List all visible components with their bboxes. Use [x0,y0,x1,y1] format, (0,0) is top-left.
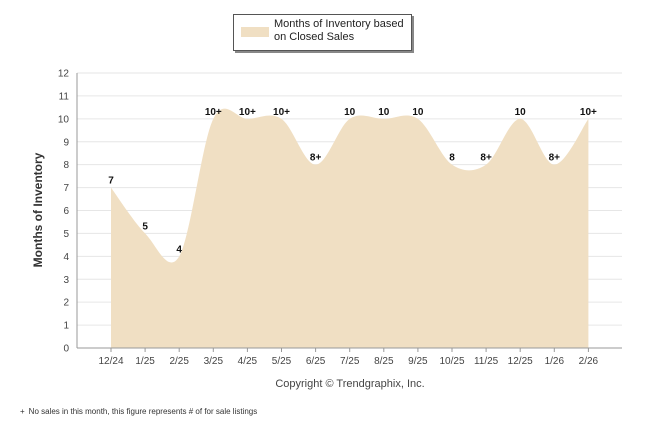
y-tick-label: 3 [63,275,69,286]
x-tick-labels: 12/24 1/25 2/25 3/25 4/25 5/25 6/25 7/25 8/25 9/2… [98,348,599,367]
y-tick-label: 0 [63,344,69,355]
x-tick-label: 4/25 [238,356,258,367]
copyright-text: Copyright © Trendgraphix, Inc. [275,378,424,390]
x-tick-label: 3/25 [204,356,224,367]
footnote-mark: + [20,407,25,416]
x-tick-label: 1/25 [135,356,155,367]
x-tick-label: 12/24 [98,356,123,367]
y-tick-label: 2 [63,298,69,309]
legend-label: Months of Inventory based on Closed Sale… [274,18,404,43]
y-tick-label: 9 [63,137,69,148]
y-tick-label: 8 [63,160,69,171]
data-label: 10 [344,107,356,118]
data-label: 10 [412,107,424,118]
data-label: 8+ [480,153,492,164]
data-label: 10+ [580,107,597,118]
x-tick-label: 10/25 [439,356,464,367]
y-tick-label: 4 [63,252,69,263]
data-label: 7 [108,176,114,187]
data-label: 4 [176,244,182,255]
y-tick-label: 7 [63,183,69,194]
legend: Months of Inventory based on Closed Sale… [233,14,412,51]
x-tick-label: 7/25 [340,356,360,367]
x-tick-label: 1/26 [545,356,565,367]
footnote: + No sales in this month, this figure rep… [20,407,257,416]
y-tick-label: 5 [63,229,69,240]
series-area [111,108,589,348]
data-label: 8+ [549,153,561,164]
x-tick-label: 2/25 [169,356,189,367]
y-tick-label: 6 [63,206,69,217]
x-tick-label: 9/25 [408,356,428,367]
y-tick-label: 12 [58,69,70,80]
data-label: 8+ [310,153,322,164]
footnote-text: No sales in this month, this figure repr… [28,407,258,416]
y-tick-label: 11 [59,91,70,102]
legend-swatch [241,27,269,37]
x-tick-label: 5/25 [272,356,292,367]
data-label: 5 [142,221,148,232]
x-tick-label: 2/26 [579,356,599,367]
data-label: 10+ [273,107,290,118]
x-tick-label: 8/25 [374,356,394,367]
y-tick-label: 10 [58,114,70,125]
data-label: 8 [449,153,455,164]
data-labels: 7 5 4 10+ 10+ 10+ 8+ 10 10 10 8 8+ 10 8+ 10+ [108,107,597,255]
x-tick-label: 12/25 [508,356,533,367]
data-label: 10+ [205,107,222,118]
data-label: 10+ [239,107,256,118]
x-tick-label: 11/25 [474,356,499,367]
x-tick-label: 6/25 [306,356,326,367]
data-label: 10 [378,107,390,118]
y-tick-label: 1 [63,321,69,332]
y-axis-label: Months of Inventory [31,152,45,267]
data-label: 10 [515,107,527,118]
